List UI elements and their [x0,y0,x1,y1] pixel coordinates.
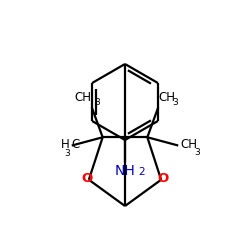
Text: CH: CH [75,91,92,104]
Text: 3: 3 [95,98,100,107]
Text: CH: CH [180,138,197,151]
Text: CH: CH [158,91,175,104]
Text: 3: 3 [194,148,200,156]
Text: C: C [72,138,80,151]
Text: H: H [61,138,70,151]
Text: 3: 3 [172,98,178,107]
Text: O: O [81,172,92,185]
Text: NH: NH [114,164,136,178]
Text: 3: 3 [64,148,70,158]
Text: 2: 2 [138,167,144,177]
Text: O: O [158,172,169,185]
